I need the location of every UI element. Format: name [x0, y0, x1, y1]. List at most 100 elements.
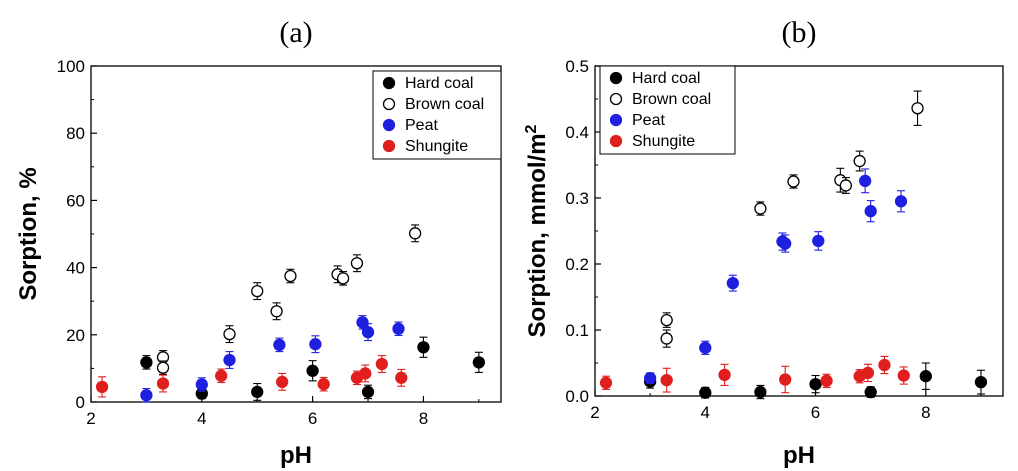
- chart-b-peat-point: [864, 205, 877, 218]
- chart-b-legend-shungite-label: Shungite: [632, 133, 695, 150]
- chart-a-shungite-point: [215, 369, 228, 382]
- chart-b-y-tick-label: 0.2: [565, 255, 589, 274]
- chart-b-shungite-point: [779, 373, 792, 386]
- chart-b-brown-coal-point: [754, 202, 767, 215]
- chart-b-peat-point: [643, 372, 657, 385]
- chart-b-peat-point: [859, 174, 872, 187]
- chart-a-peat-point: [223, 353, 236, 367]
- chart-b-y-axis-title: Sorption, mmol/m2: [523, 124, 551, 337]
- chart-a-legend-brown-coal-label: Brown coal: [405, 96, 484, 113]
- chart-a-y-tick-label: 80: [66, 124, 85, 143]
- chart-a-x-axis-title: pH: [280, 442, 312, 469]
- chart-a-y-axis-title-text: Sorption, %: [15, 167, 42, 300]
- chart-b-brown-coal-point: [839, 179, 853, 192]
- chart-a-y-tick-label: 40: [66, 259, 85, 278]
- chart-b-brown-coal-point: [853, 154, 866, 168]
- chart-a-brown-coal-point: [270, 305, 283, 318]
- chart-a-shungite-point: [359, 367, 372, 380]
- chart-a-brown-coal-point: [284, 269, 297, 283]
- chart-b-hard-coal-point: [754, 385, 767, 399]
- chart-b-x-axis-title: pH: [783, 442, 815, 469]
- chart-a-y-tick-label: 0: [76, 393, 85, 412]
- chart-a-y-axis-title: Sorption, %: [15, 167, 42, 300]
- chart-a-shungite-point: [95, 380, 109, 394]
- chart-a-y-tick-label: 20: [66, 326, 85, 345]
- chart-b-hard-coal-point: [809, 377, 822, 391]
- chart-a-legend-peat-marker: [382, 118, 396, 132]
- chart-a-legend-peat-label: Peat: [405, 117, 438, 134]
- chart-b-legend-peat-marker: [609, 113, 623, 127]
- chart-a-x-tick-label: 8: [419, 409, 428, 428]
- chart-a-brown-coal-point: [336, 272, 350, 285]
- chart-b-x-tick-label: 4: [701, 403, 710, 422]
- chart-a-x-tick-label: 6: [308, 409, 317, 428]
- chart-b-peat-point: [894, 195, 908, 208]
- chart-b-peat-point: [699, 341, 712, 354]
- chart-b-legend-brown-coal-label: Brown coal: [632, 91, 711, 108]
- chart-a-y-tick-label: 60: [66, 191, 85, 210]
- chart-b-peat-point: [812, 234, 825, 248]
- chart-b-y-axis-title-text: Sorption, mmol/m: [524, 133, 551, 337]
- chart-b-y-tick-label: 0.1: [565, 321, 589, 340]
- chart-b-y-tick-label: 0.4: [565, 123, 589, 142]
- chart-b-brown-coal-point: [911, 102, 924, 115]
- chart-b-shungite-point: [660, 374, 673, 387]
- chart-b-shungite-point: [820, 374, 833, 387]
- chart-b-x-tick-label: 2: [590, 403, 599, 422]
- chart-a-peat-point: [361, 325, 375, 339]
- chart-b-legend-hard-coal-label: Hard coal: [632, 70, 700, 87]
- chart-b-x-tick-label: 8: [921, 403, 930, 422]
- chart-b-shungite-point: [878, 358, 891, 372]
- chart-a-legend-shungite-label: Shungite: [405, 138, 468, 155]
- chart-a-legend-hard-coal-marker: [382, 76, 396, 90]
- chart-b-brown-coal-point: [660, 313, 673, 327]
- chart-a-brown-coal-point: [156, 361, 170, 374]
- chart-a-hard-coal-point: [361, 385, 375, 399]
- chart-a-shungite-point: [275, 375, 289, 388]
- chart-a-shungite-point: [375, 357, 389, 371]
- chart-a-peat-point: [392, 322, 405, 335]
- chart-b-shungite-point: [897, 369, 910, 382]
- chart-b-y-tick-label: 0.3: [565, 189, 589, 208]
- chart-b-legend-hard-coal-marker: [609, 71, 623, 85]
- chart-b-hard-coal-point: [699, 386, 712, 399]
- chart-b-brown-coal-point: [787, 175, 800, 188]
- chart-a-peat-point: [356, 316, 369, 329]
- chart-b-brown-coal-point: [660, 332, 673, 345]
- chart-b-x-tick-label: 6: [811, 403, 820, 422]
- chart-a-shungite-point: [317, 378, 330, 391]
- chart-a-x-tick-label: 2: [86, 409, 95, 428]
- chart-b-legend-shungite-marker: [609, 134, 623, 148]
- chart-a-brown-coal-point: [350, 257, 364, 270]
- chart-a-brown-coal-point: [223, 327, 236, 341]
- chart-b-peat-point: [779, 237, 792, 250]
- chart-b-legend-peat-label: Peat: [632, 112, 665, 129]
- chart-b-hard-coal-point: [919, 370, 932, 383]
- chart-a-peat-point: [195, 378, 208, 391]
- chart-a-y-tick-label: 100: [57, 57, 85, 76]
- chart-a-legend-shungite-marker: [382, 139, 396, 153]
- chart-b-peat-point: [726, 276, 739, 290]
- chart-a-peat-point: [140, 389, 153, 402]
- chart-a-peat-point: [309, 338, 322, 351]
- chart-a-hard-coal-point: [140, 356, 153, 369]
- chart-a-legend-hard-coal-label: Hard coal: [405, 75, 473, 92]
- chart-b-y-tick-label: 0.0: [565, 387, 589, 406]
- chart-a-hard-coal-point: [417, 341, 430, 354]
- chart-b-shungite-point: [861, 366, 875, 380]
- chart-b-hard-coal-point: [864, 385, 877, 399]
- chart-b-shungite-point: [718, 368, 731, 382]
- chart-b-legend-box: [599, 65, 736, 155]
- chart-a-peat-point: [273, 338, 286, 352]
- chart-a-legend-brown-coal-marker: [382, 97, 396, 111]
- chart-a-brown-coal-point: [251, 284, 264, 298]
- chart-a-brown-coal-point: [408, 227, 422, 240]
- chart-b-hard-coal-point: [974, 375, 988, 389]
- chart-a-panel-label: (a): [279, 16, 312, 49]
- chart-b-legend-brown-coal-marker: [609, 92, 623, 106]
- chart-a-hard-coal-point: [306, 364, 319, 377]
- chart-a-shungite-point: [395, 371, 408, 384]
- chart-b-panel-label: (b): [782, 16, 817, 49]
